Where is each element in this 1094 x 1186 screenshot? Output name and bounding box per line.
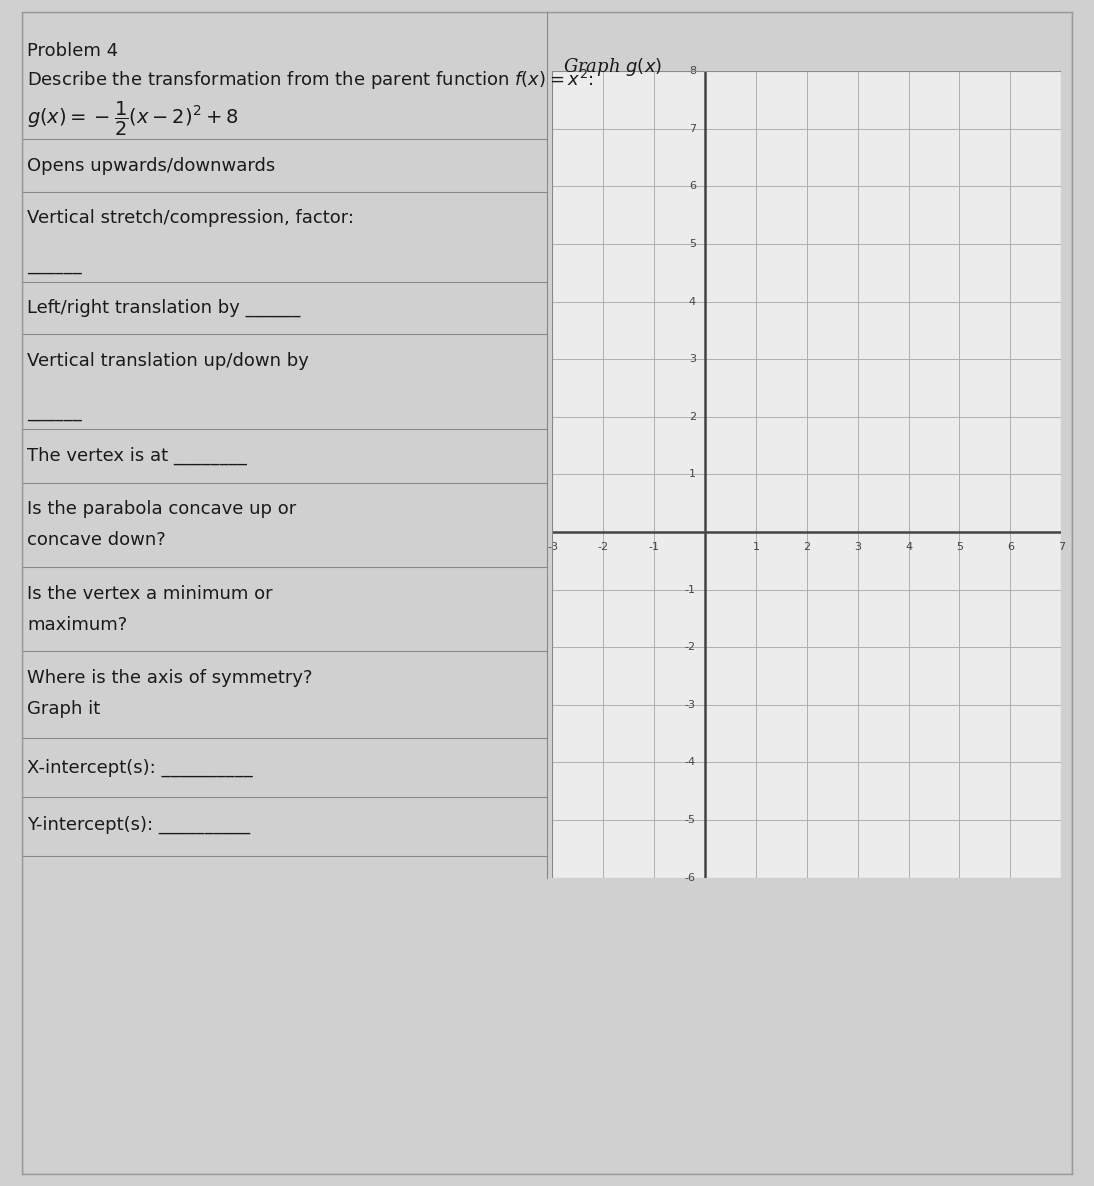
Text: Describe the transformation from the parent function $f(x)  =  x^2$:: Describe the transformation from the par… (27, 68, 594, 91)
Text: maximum?: maximum? (27, 616, 128, 633)
Text: Vertical translation up/down by: Vertical translation up/down by (27, 352, 310, 370)
Text: Is the parabola concave up or: Is the parabola concave up or (27, 500, 296, 518)
Text: -3: -3 (685, 700, 696, 710)
Text: 5: 5 (689, 238, 696, 249)
Text: -6: -6 (685, 873, 696, 882)
Text: Is the vertex a minimum or: Is the vertex a minimum or (27, 585, 274, 602)
Text: 3: 3 (689, 355, 696, 364)
Text: 4: 4 (689, 296, 696, 307)
Text: 2: 2 (689, 412, 696, 422)
Text: Graph it: Graph it (27, 700, 101, 718)
Text: Left/right translation by ______: Left/right translation by ______ (27, 299, 301, 317)
Text: ______: ______ (27, 256, 82, 274)
Text: -5: -5 (685, 815, 696, 825)
Text: 2: 2 (803, 542, 811, 553)
Text: 1: 1 (689, 470, 696, 479)
Text: Where is the axis of symmetry?: Where is the axis of symmetry? (27, 669, 313, 687)
Text: 4: 4 (905, 542, 912, 553)
Text: -1: -1 (685, 585, 696, 594)
Text: 1: 1 (753, 542, 759, 553)
Text: -2: -2 (597, 542, 609, 553)
Text: 8: 8 (689, 66, 696, 76)
Text: -3: -3 (547, 542, 558, 553)
Text: X-intercept(s): __________: X-intercept(s): __________ (27, 759, 253, 777)
Text: 6: 6 (689, 181, 696, 191)
Text: ______: ______ (27, 403, 82, 421)
Text: 3: 3 (854, 542, 861, 553)
Text: -4: -4 (685, 758, 696, 767)
Text: The vertex is at ________: The vertex is at ________ (27, 447, 247, 465)
Text: Opens upwards/downwards: Opens upwards/downwards (27, 157, 276, 174)
Text: Vertical stretch/compression, factor:: Vertical stretch/compression, factor: (27, 209, 354, 227)
Text: concave down?: concave down? (27, 531, 166, 549)
Text: 6: 6 (1006, 542, 1014, 553)
Text: -2: -2 (685, 642, 696, 652)
Text: 7: 7 (1058, 542, 1064, 553)
Text: Y-intercept(s): __________: Y-intercept(s): __________ (27, 816, 251, 834)
Text: -1: -1 (649, 542, 660, 553)
Text: 7: 7 (689, 123, 696, 134)
Text: $g(x)  = -\dfrac{1}{2}(x - 2)^2 + 8$: $g(x) = -\dfrac{1}{2}(x - 2)^2 + 8$ (27, 100, 238, 138)
Text: Graph $g(x)$: Graph $g(x)$ (563, 56, 663, 78)
Text: 5: 5 (956, 542, 963, 553)
Text: Problem 4: Problem 4 (27, 42, 118, 59)
